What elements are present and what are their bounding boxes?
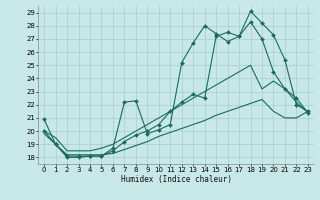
X-axis label: Humidex (Indice chaleur): Humidex (Indice chaleur): [121, 175, 231, 184]
